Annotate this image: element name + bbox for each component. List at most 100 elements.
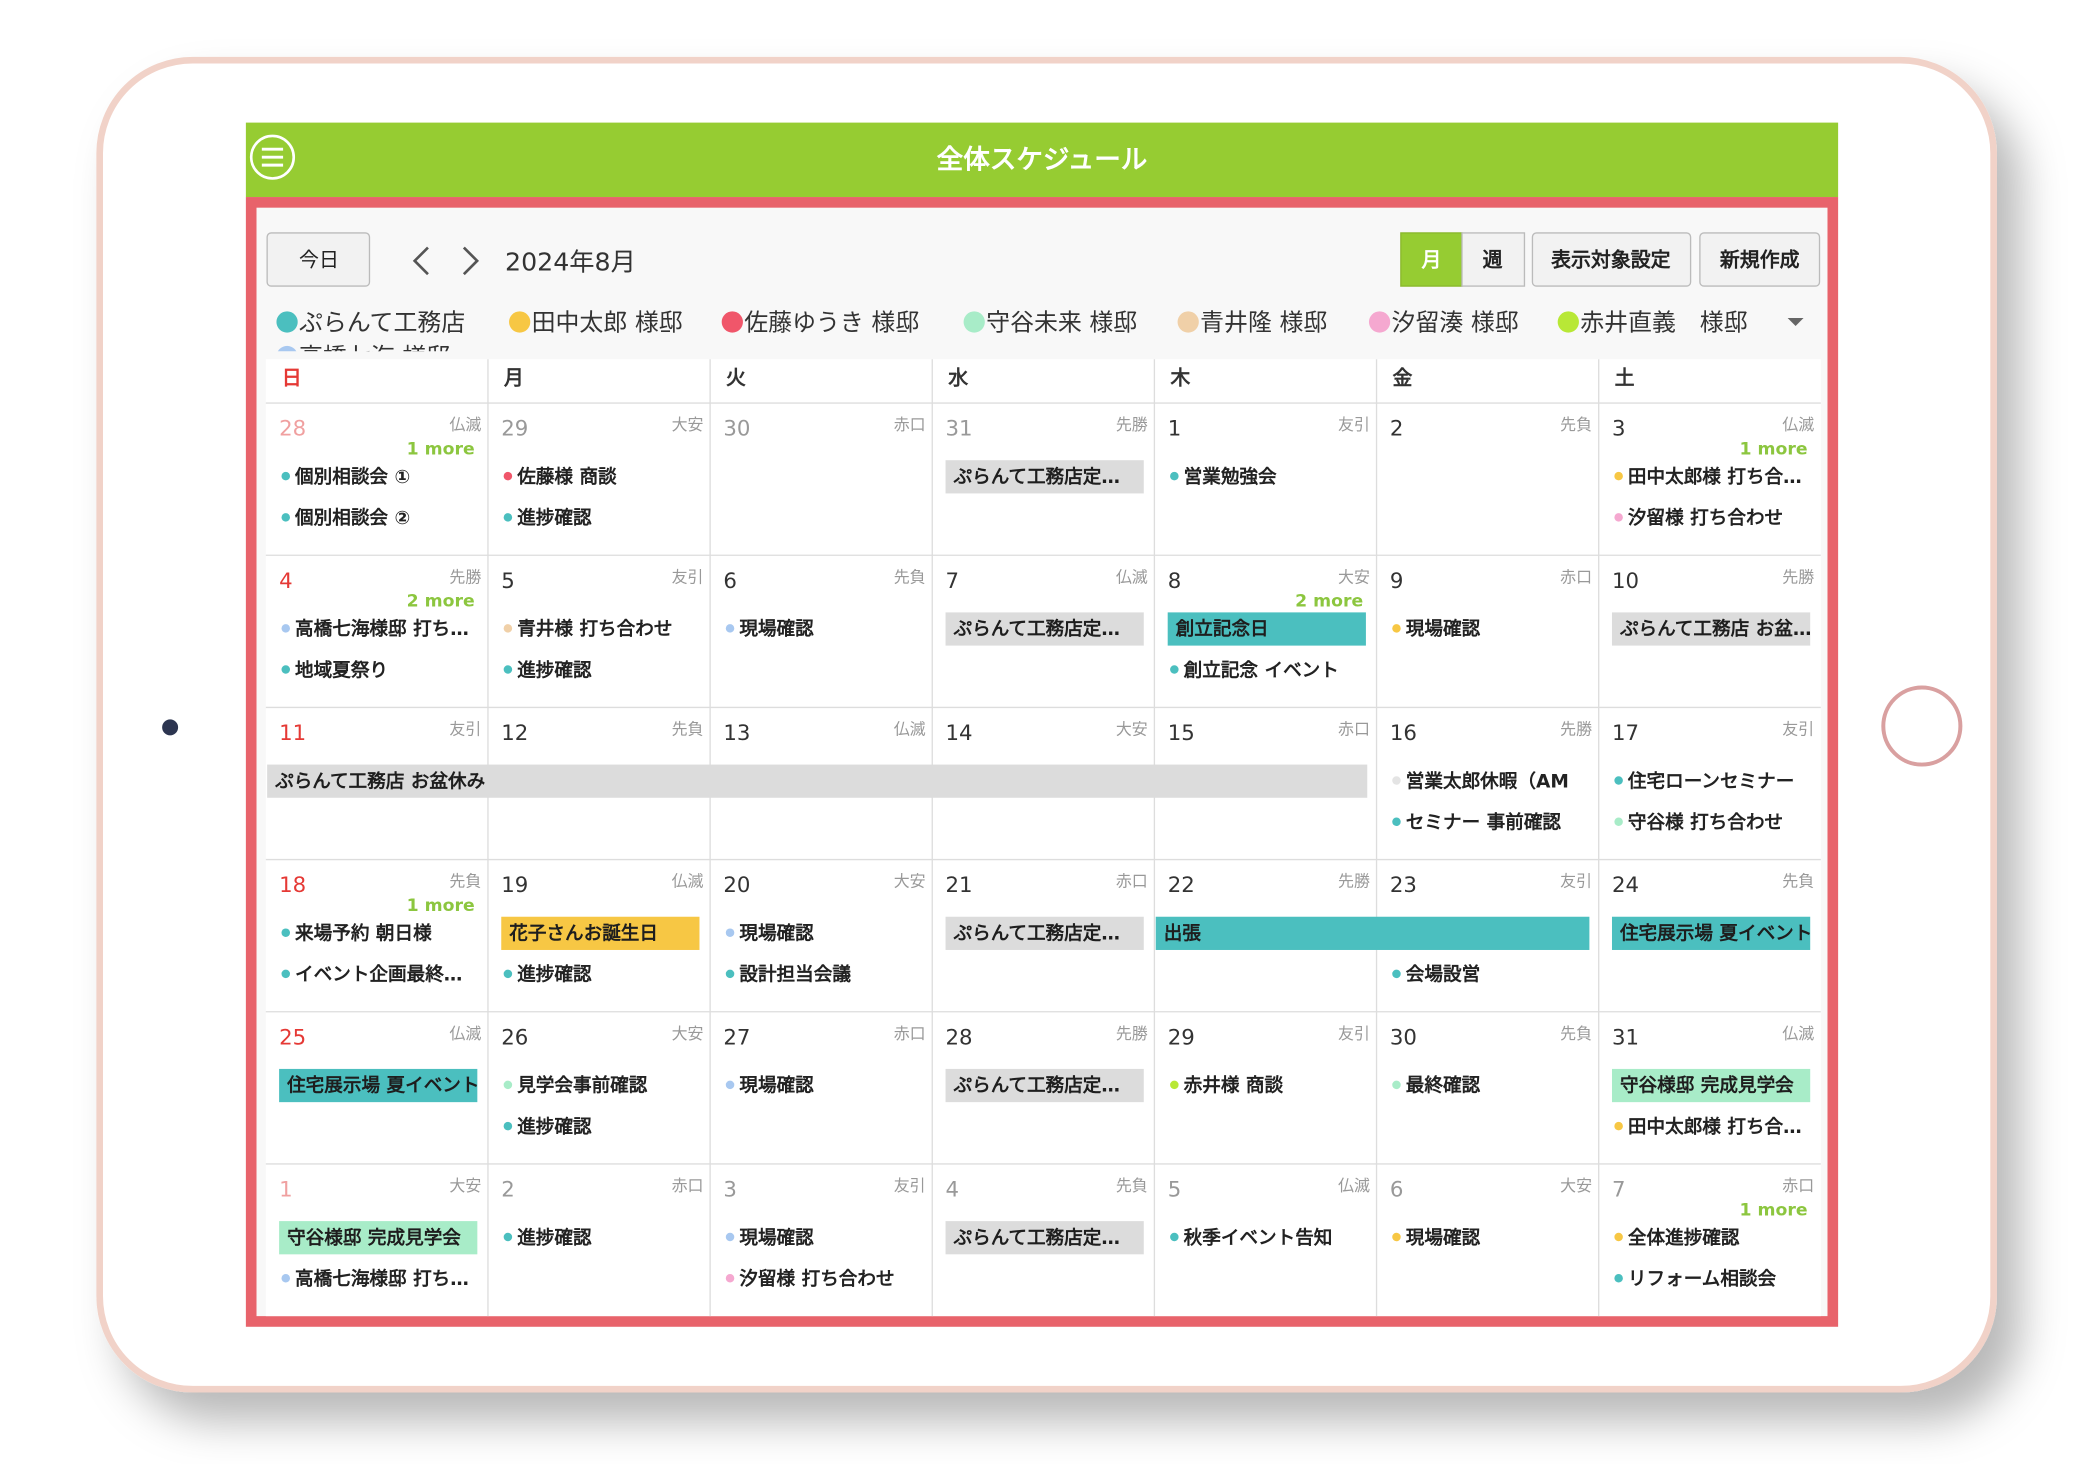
event-bar[interactable] [945, 460, 1144, 494]
date-number: 28 [946, 1025, 973, 1050]
event-title[interactable]: 汐留様 打ち合わせ [739, 1268, 894, 1290]
more-link[interactable]: 1 more [1739, 1200, 1807, 1220]
more-link[interactable]: 1 more [407, 440, 475, 460]
event-dot [1614, 1273, 1623, 1283]
event-title[interactable]: 田中太郎様 打ち合… [1628, 1116, 1802, 1138]
event-title[interactable]: 営業勉強会 [1184, 466, 1277, 488]
date-number: 6 [723, 569, 737, 594]
date-number: 16 [1390, 721, 1417, 746]
event-title[interactable]: 創立記念 イベント [1183, 659, 1339, 681]
event-bar[interactable] [1611, 612, 1811, 646]
home-button[interactable] [1881, 685, 1963, 767]
event-title[interactable]: 進捗確認 [517, 1227, 592, 1249]
event-dot [503, 624, 513, 633]
event-title[interactable]: 赤井様 商談 [1184, 1075, 1284, 1097]
event-bar[interactable] [501, 916, 700, 950]
event-title[interactable]: 汐留様 打ち合わせ [1628, 507, 1783, 529]
legend-expand[interactable] [1787, 317, 1804, 326]
event-title[interactable]: 進捗確認 [517, 964, 592, 986]
event-title[interactable]: 現場確認 [739, 923, 814, 945]
date-number: 7 [946, 569, 960, 594]
event-title[interactable]: 現場確認 [1406, 618, 1481, 640]
event-dot [281, 969, 291, 979]
rokuyo: 先勝 [1116, 415, 1148, 434]
date-number: 9 [1390, 569, 1404, 594]
event-title[interactable]: 地域夏祭り [295, 659, 388, 681]
date-number: 29 [1168, 1025, 1195, 1050]
more-link[interactable]: 2 more [407, 592, 475, 612]
date-number: 12 [501, 721, 528, 746]
date-number: 4 [946, 1178, 960, 1203]
rokuyo: 仏滅 [1116, 567, 1148, 586]
more-link[interactable]: 1 more [1739, 440, 1807, 460]
month-view-label: 月 [1420, 248, 1441, 271]
rokuyo: 友引 [1338, 415, 1370, 434]
more-link[interactable]: 2 more [1295, 592, 1363, 612]
event-dot [1614, 776, 1623, 785]
event-title[interactable]: 個別相談会 ① [294, 466, 410, 488]
month-label: 2024年8月 [505, 247, 636, 276]
event-title[interactable]: 全体進捗確認 [1628, 1227, 1740, 1249]
event-title[interactable]: 会場設営 [1406, 964, 1480, 986]
event-title[interactable]: 現場確認 [1406, 1227, 1481, 1249]
event-title[interactable]: リフォーム相談会 [1628, 1268, 1777, 1290]
event-bar[interactable] [1167, 612, 1366, 646]
event-title[interactable]: 高橋七海様邸 打ち… [295, 1268, 469, 1290]
event-bar[interactable] [279, 1221, 478, 1255]
event-title[interactable]: 秋季イベント告知 [1184, 1227, 1333, 1249]
event-title[interactable]: 現場確認 [739, 618, 814, 640]
month-view-button[interactable] [1400, 232, 1463, 287]
event-dot [1170, 665, 1179, 674]
rokuyo: 赤口 [1116, 872, 1148, 891]
event-dot [503, 969, 513, 979]
event-title[interactable]: 現場確認 [739, 1227, 814, 1249]
event-title[interactable]: 進捗確認 [517, 507, 592, 529]
next-arrow[interactable] [462, 246, 480, 276]
event-title[interactable]: 佐藤様 商談 [516, 466, 617, 488]
event-title[interactable]: 田中太郎様 打ち合… [1628, 466, 1802, 488]
rokuyo: 赤口 [894, 1024, 926, 1043]
date-number: 10 [1612, 569, 1639, 594]
event-dot [725, 1080, 735, 1090]
event-title[interactable]: 進捗確認 [517, 659, 592, 681]
event-bar[interactable] [1155, 916, 1590, 950]
event-bar[interactable] [1611, 1068, 1811, 1103]
event-title[interactable]: 営業太郎休暇（AM [1406, 770, 1569, 792]
event-title[interactable]: イベント企画最終… [295, 964, 462, 986]
event-title: ぷらんて工務店定… [953, 1227, 1120, 1249]
rokuyo: 先負 [894, 567, 926, 586]
legend-label: 汐留湊 様邸 [1392, 308, 1519, 336]
legend-label: 青井隆 様邸 [1200, 308, 1327, 336]
rokuyo: 友引 [449, 720, 481, 739]
week-view-button[interactable] [1461, 232, 1526, 287]
event-bar[interactable] [279, 1068, 478, 1103]
event-title[interactable]: 進捗確認 [517, 1116, 592, 1138]
event-title[interactable]: 最終確認 [1406, 1075, 1481, 1097]
event-bar[interactable] [267, 764, 1368, 798]
today-button[interactable] [266, 232, 371, 287]
event-title[interactable]: 守谷様 打ち合わせ [1628, 812, 1783, 834]
event-title[interactable]: 個別相談会 ② [294, 507, 410, 529]
display-settings-button[interactable] [1531, 232, 1692, 287]
event-title[interactable]: セミナー 事前確認 [1406, 812, 1562, 834]
event-title[interactable]: 来場予約 朝日様 [294, 923, 432, 945]
event-bar[interactable] [945, 1068, 1144, 1103]
rokuyo: 先負 [1560, 1024, 1592, 1043]
event-title[interactable]: 設計担当会議 [739, 964, 851, 986]
create-button[interactable] [1699, 232, 1821, 287]
date-number: 7 [1612, 1178, 1626, 1203]
event-title[interactable]: 住宅ローンセミナー [1627, 770, 1794, 792]
prev-arrow[interactable] [412, 246, 429, 276]
event-title[interactable]: 高橋七海様邸 打ち… [295, 618, 469, 640]
event-title[interactable]: 現場確認 [739, 1075, 814, 1097]
event-title[interactable]: 青井様 打ち合わせ [517, 618, 672, 640]
event-title[interactable]: 見学会事前確認 [516, 1075, 648, 1097]
event-bar[interactable] [1611, 916, 1811, 950]
event-bar[interactable] [945, 612, 1144, 646]
event-bar[interactable] [945, 1221, 1144, 1255]
event-dot [1614, 471, 1623, 481]
more-link[interactable]: 1 more [407, 896, 475, 916]
event-bar[interactable] [945, 916, 1144, 950]
menu-button[interactable] [249, 134, 296, 180]
